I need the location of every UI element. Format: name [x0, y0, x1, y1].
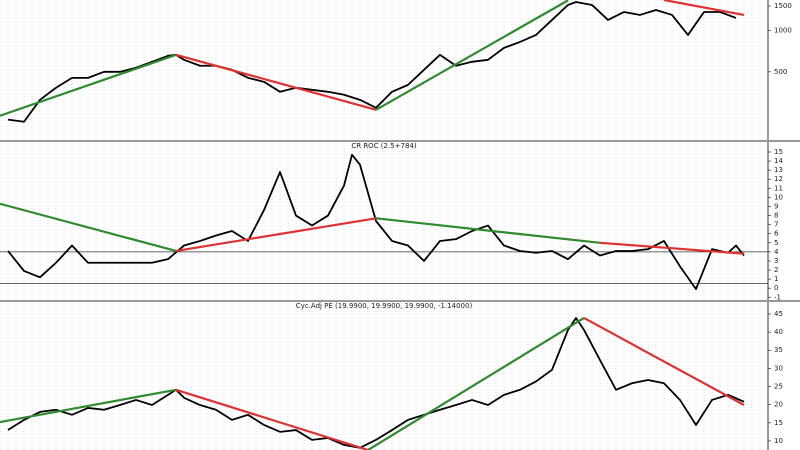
trend-line — [175, 217, 377, 253]
y-tick-label: 0 — [774, 284, 778, 292]
trend-line — [375, 0, 569, 111]
y-tick-label: 14 — [774, 157, 783, 165]
trend-line — [583, 316, 745, 406]
y-tick-label: 25 — [774, 383, 783, 391]
y-tick-label: 30 — [774, 364, 783, 372]
y-tick-label: 11 — [774, 184, 783, 192]
y-tick-label: 20 — [774, 401, 783, 409]
y-tick-label: 10 — [774, 193, 783, 201]
trend-line — [367, 317, 585, 450]
y-tick-label: -1 — [774, 293, 781, 301]
trend-line — [0, 388, 177, 424]
panel — [0, 0, 768, 140]
trend-line — [175, 53, 377, 111]
y-tick-label: 4 — [774, 248, 779, 256]
y-tick-label: 1000 — [774, 26, 792, 34]
y-tick-label: 10 — [774, 437, 783, 445]
trend-line — [663, 0, 745, 17]
y-tick-label: 15 — [774, 148, 783, 156]
y-tick-label: 35 — [774, 346, 783, 354]
trend-line — [0, 202, 177, 253]
y-tick-label: 9 — [774, 202, 778, 210]
trend-line — [375, 217, 601, 244]
panel-title: CR ROC (2.5+784) — [351, 142, 417, 150]
trend-line — [175, 388, 369, 450]
y-tick-label: 6 — [774, 230, 779, 238]
data-line — [7, 317, 745, 449]
panel-title: Cyc.Adj PE (19.9900, 19.9900, 19.9900, -… — [296, 302, 473, 310]
y-tick-label: 1 — [774, 275, 778, 283]
y-tick-label: 500 — [774, 68, 787, 76]
data-line — [7, 153, 745, 290]
y-tick-label: 7 — [774, 221, 778, 229]
y-tick-label: 13 — [774, 166, 783, 174]
y-tick-label: 15 — [774, 419, 783, 427]
y-tick-label: 12 — [774, 175, 783, 183]
panel — [0, 142, 768, 300]
y-tick-label: 40 — [774, 328, 783, 336]
panel — [0, 302, 768, 450]
y-tick-label: 8 — [774, 212, 778, 220]
y-tick-label: 3 — [774, 257, 778, 265]
y-tick-label: 5 — [774, 239, 778, 247]
trend-line — [599, 241, 745, 255]
y-tick-label: 1500 — [774, 2, 792, 10]
y-tick-label: 45 — [774, 310, 783, 318]
trend-line — [0, 53, 177, 117]
y-tick-label: 2 — [774, 266, 778, 274]
